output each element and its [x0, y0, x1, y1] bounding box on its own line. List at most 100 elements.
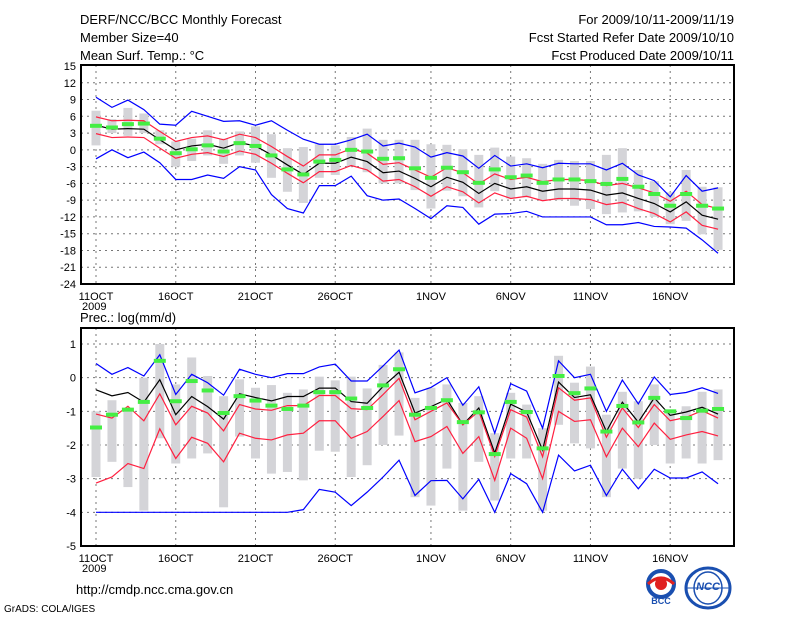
marker-point — [616, 176, 629, 181]
spread-box — [282, 392, 292, 472]
marker-point — [680, 192, 693, 197]
min-line — [96, 453, 719, 514]
min-line — [95, 149, 719, 254]
marker-point — [217, 411, 230, 416]
y-tick-label: -3 — [66, 474, 76, 486]
marker-point — [568, 177, 581, 182]
ensemble-mean-line — [95, 124, 719, 220]
spread-box — [697, 391, 707, 464]
marker-point — [712, 206, 725, 211]
spread-box — [665, 192, 675, 225]
bcc-logo: BCC — [640, 568, 682, 608]
y-tick-label: -24 — [60, 279, 76, 291]
marker-point — [249, 398, 262, 403]
marker-point — [233, 394, 246, 399]
marker-point — [185, 379, 198, 384]
y-tick-label: -2 — [66, 440, 76, 452]
y-tick-label: 15 — [64, 61, 76, 73]
x-tick-label: 26OCT — [318, 291, 354, 303]
spread-upper-line — [95, 377, 719, 459]
marker-point — [504, 175, 517, 180]
plot-frame — [80, 327, 735, 547]
marker-point — [440, 165, 453, 170]
spread-box — [219, 396, 229, 508]
marker-point — [488, 452, 501, 457]
marker-point — [393, 156, 406, 161]
marker-point — [121, 122, 134, 127]
y-tick-label: 0 — [70, 373, 76, 385]
spread-box — [155, 344, 165, 439]
marker-point — [329, 157, 342, 162]
spread-box — [617, 391, 627, 469]
marker-point — [424, 405, 437, 410]
marker-point — [600, 429, 613, 434]
produced-date: Fcst Produced Date 2009/10/11 — [551, 48, 734, 63]
spread-box — [410, 139, 420, 191]
spread-box — [665, 409, 675, 464]
y-tick-label: 3 — [70, 128, 76, 140]
marker-point — [472, 410, 485, 415]
source-url[interactable]: http://cmdp.ncc.cma.gov.cn — [76, 582, 234, 597]
x-tick-label: 6NOV — [496, 291, 527, 303]
x-tick-label: 11OCT — [79, 291, 114, 303]
marker-point — [648, 192, 661, 197]
marker-point — [233, 141, 246, 146]
marker-point — [520, 410, 533, 415]
x-tick-label: 21OCT — [238, 553, 274, 565]
marker-point — [137, 121, 150, 126]
marker-point — [616, 403, 629, 408]
marker-point — [249, 143, 262, 148]
marker-point — [201, 388, 214, 393]
marker-point — [90, 425, 102, 430]
marker-point — [121, 407, 134, 412]
marker-point — [185, 147, 198, 152]
y-tick-label: 6 — [70, 111, 76, 123]
spread-box — [697, 186, 707, 235]
marker-point — [632, 420, 645, 425]
marker-point — [568, 391, 581, 396]
ncc-logo: NCC — [684, 566, 732, 610]
figure-title: DERF/NCC/BCC Monthly Forecast — [80, 12, 282, 27]
spread-box — [474, 396, 484, 462]
x-tick-label: 6NOV — [496, 553, 527, 565]
spread-box — [330, 380, 340, 452]
spread-box — [490, 433, 500, 501]
x-tick-label: 11NOV — [573, 291, 609, 303]
spread-box — [506, 392, 516, 459]
grads-credit: GrADS: COLA/IGES — [4, 604, 96, 615]
spread-lower-line — [95, 133, 719, 230]
spread-box — [187, 357, 197, 459]
spread-box — [123, 107, 133, 136]
marker-point — [169, 399, 182, 404]
y-tick-label: -9 — [66, 195, 76, 207]
y-tick-label: -6 — [66, 178, 76, 190]
y-tick-label: 1 — [70, 339, 76, 351]
spread-box — [346, 376, 356, 477]
marker-point — [504, 399, 517, 404]
marker-point — [696, 408, 709, 413]
y-tick-label: -3 — [66, 162, 76, 174]
marker-point — [105, 412, 118, 417]
spread-upper-line — [95, 116, 719, 210]
marker-point — [409, 412, 421, 417]
marker-point — [632, 184, 645, 189]
y-tick-label: -4 — [66, 507, 76, 519]
spread-box — [410, 397, 420, 498]
marker-point — [648, 395, 661, 400]
year-label: 2009 — [82, 301, 106, 313]
y-tick-label: -15 — [60, 229, 76, 241]
marker-point — [313, 390, 326, 395]
y-tick-label: -18 — [60, 245, 76, 257]
marker-point — [265, 403, 278, 408]
x-tick-label: 1NOV — [416, 553, 447, 565]
marker-point — [393, 367, 406, 372]
marker-point — [169, 151, 182, 156]
spread-box — [91, 411, 101, 477]
year-label: 2009 — [82, 563, 106, 575]
x-tick-label: 11NOV — [573, 553, 609, 565]
spread-box — [633, 401, 643, 479]
spread-box — [633, 169, 643, 212]
variable-label: Mean Surf. Temp.: °C — [80, 48, 205, 63]
